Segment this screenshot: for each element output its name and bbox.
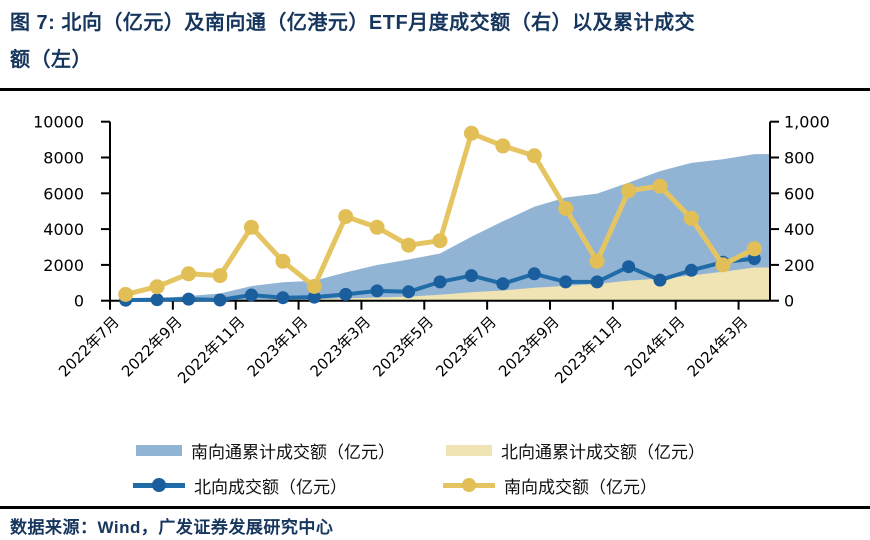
north-cumulative-area-swatch bbox=[446, 444, 492, 456]
legend-item-north-cumulative: 北向通累计成交额（亿元） bbox=[446, 440, 705, 462]
legend-item-south-monthly: 南向成交额（亿元） bbox=[443, 475, 657, 497]
svg-text:2023年9月: 2023年9月 bbox=[495, 313, 563, 381]
south-line-marker-icon bbox=[462, 478, 476, 492]
svg-text:4000: 4000 bbox=[43, 220, 84, 239]
legend-item-north-monthly: 北向成交额（亿元） bbox=[133, 475, 347, 497]
legend-label-south-cumulative: 南向通累计成交额（亿元） bbox=[191, 442, 395, 462]
etf-turnover-combo-chart: 0 2000 4000 6000 8000 10000 0 200 400 600 800 1,000… bbox=[33, 113, 830, 388]
svg-text:2023年3月: 2023年3月 bbox=[307, 313, 375, 381]
svg-text:2023年1月: 2023年1月 bbox=[244, 313, 312, 381]
bottom-divider bbox=[0, 506, 870, 509]
svg-text:10000: 10000 bbox=[33, 113, 84, 132]
svg-text:400: 400 bbox=[784, 220, 815, 239]
svg-text:2023年11月: 2023年11月 bbox=[551, 313, 625, 387]
legend-label-north-cumulative: 北向通累计成交额（亿元） bbox=[501, 442, 705, 462]
data-source: 数据来源：Wind，广发证券发展研究中心 bbox=[10, 518, 334, 537]
svg-text:0: 0 bbox=[74, 292, 84, 311]
top-divider bbox=[0, 88, 870, 91]
svg-text:2023年7月: 2023年7月 bbox=[432, 313, 500, 381]
south-cumulative-area-swatch bbox=[136, 444, 182, 456]
svg-text:2023年5月: 2023年5月 bbox=[369, 313, 437, 381]
svg-text:2022年9月: 2022年9月 bbox=[118, 313, 186, 381]
svg-text:8000: 8000 bbox=[43, 149, 84, 168]
north-line-marker-icon bbox=[152, 478, 166, 492]
svg-text:2024年3月: 2024年3月 bbox=[684, 313, 752, 381]
south-monthly-line-swatch bbox=[443, 478, 495, 492]
svg-text:0: 0 bbox=[784, 292, 794, 311]
svg-text:2000: 2000 bbox=[43, 256, 84, 275]
legend-item-south-cumulative: 南向通累计成交额（亿元） bbox=[136, 440, 395, 462]
svg-text:600: 600 bbox=[784, 184, 815, 203]
svg-text:6000: 6000 bbox=[43, 184, 84, 203]
svg-text:2024年1月: 2024年1月 bbox=[621, 313, 689, 381]
legend-label-south-monthly: 南向成交额（亿元） bbox=[504, 477, 657, 497]
svg-text:200: 200 bbox=[784, 256, 815, 275]
figure-title-line-1: 图 7: 北向（亿元）及南向通（亿港元）ETF月度成交额（右）以及累计成交 bbox=[10, 12, 696, 34]
svg-text:1,000: 1,000 bbox=[784, 113, 830, 132]
svg-text:2022年7月: 2022年7月 bbox=[55, 313, 123, 381]
figure-title: 图 7: 北向（亿元）及南向通（亿港元）ETF月度成交额（右）以及累计成交 额（… bbox=[10, 5, 864, 79]
figure-title-line-2: 额（左） bbox=[10, 49, 92, 71]
svg-text:800: 800 bbox=[784, 149, 815, 168]
legend-label-north-monthly: 北向成交额（亿元） bbox=[194, 477, 347, 497]
svg-text:2022年11月: 2022年11月 bbox=[174, 313, 248, 387]
north-monthly-line-swatch bbox=[133, 478, 185, 492]
